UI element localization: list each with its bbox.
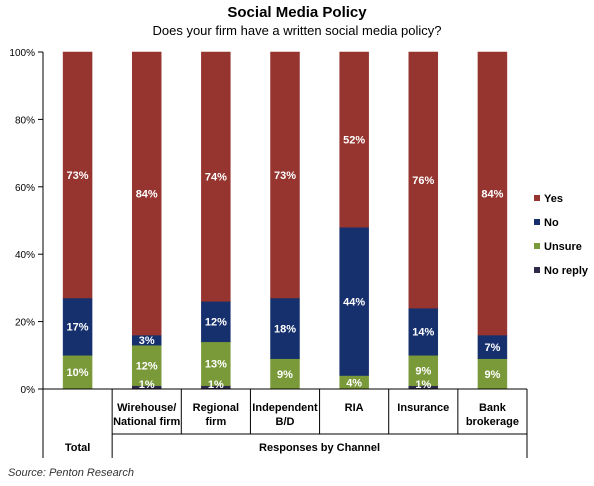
bar-segment [270,51,300,299]
x-category-label: firm [205,416,226,428]
bar-segment [201,341,231,386]
chart-subtitle: Does your firm have a written social med… [152,23,442,38]
bar-segment [339,226,369,376]
bar-segment [270,297,300,359]
data-label: 52% [343,135,365,147]
bar-segment [477,51,508,336]
data-label: 12% [136,360,158,372]
x-category-label: Wirehouse/ [117,402,176,414]
data-label: 73% [274,170,296,182]
bar-segment [201,51,231,302]
y-tick-label: 20% [15,318,35,329]
bar-segment [408,51,439,309]
bar-segment [131,51,162,336]
data-label: 17% [67,322,89,334]
x-category-label: Insurance [397,402,449,414]
legend-swatch [534,219,540,225]
bar-segment [408,307,439,356]
data-label: 12% [205,317,227,329]
y-tick-label: 0% [21,385,36,396]
data-label: 44% [343,296,365,308]
bar-segment [408,355,439,386]
bar-segment [477,358,508,390]
source-note: Source: Penton Research [8,467,134,479]
x-category-label: B/D [276,416,295,428]
data-label: 3% [139,335,155,347]
data-label: 76% [412,175,434,187]
legend-label: Yes [544,193,563,205]
legend-swatch [534,243,540,249]
legend-label: No [544,217,559,229]
data-label: 73% [67,170,89,182]
chart-title: Social Media Policy [227,4,367,21]
data-label: 18% [274,323,296,335]
y-tick-label: 40% [15,250,35,261]
data-label: 9% [277,369,293,381]
data-label: 1% [208,379,224,391]
y-tick-label: 80% [15,115,35,126]
legend-label: Unsure [544,241,582,253]
y-tick-label: 100% [9,48,35,59]
data-label: 9% [415,365,431,377]
data-label: 10% [67,367,89,379]
x-category-label: Bank [479,402,507,414]
x-category-label: Independent [252,402,318,414]
data-label: 1% [139,379,155,391]
data-label: 9% [484,369,500,381]
data-label: 14% [412,327,434,339]
bar-segment [339,51,369,228]
y-tick-label: 60% [15,183,35,194]
data-label: 7% [484,342,500,354]
x-group-label: Responses by Channel [259,442,380,454]
data-label: 84% [136,189,158,201]
data-label: 74% [205,172,227,184]
x-category-label: National firm [113,416,180,428]
x-group-label: Total [65,442,90,454]
data-label: 84% [481,189,503,201]
data-label: 13% [205,359,227,371]
data-label: 1% [415,379,431,391]
bar-segment [131,344,162,386]
data-label: 4% [346,377,362,389]
x-category-label: brokerage [466,416,519,428]
legend-label: No reply [544,265,589,277]
x-category-label: RIA [345,402,364,414]
legend-swatch [534,195,540,201]
bar-segment [62,51,93,299]
x-category-label: Regional [193,402,239,414]
legend-swatch [534,267,540,273]
